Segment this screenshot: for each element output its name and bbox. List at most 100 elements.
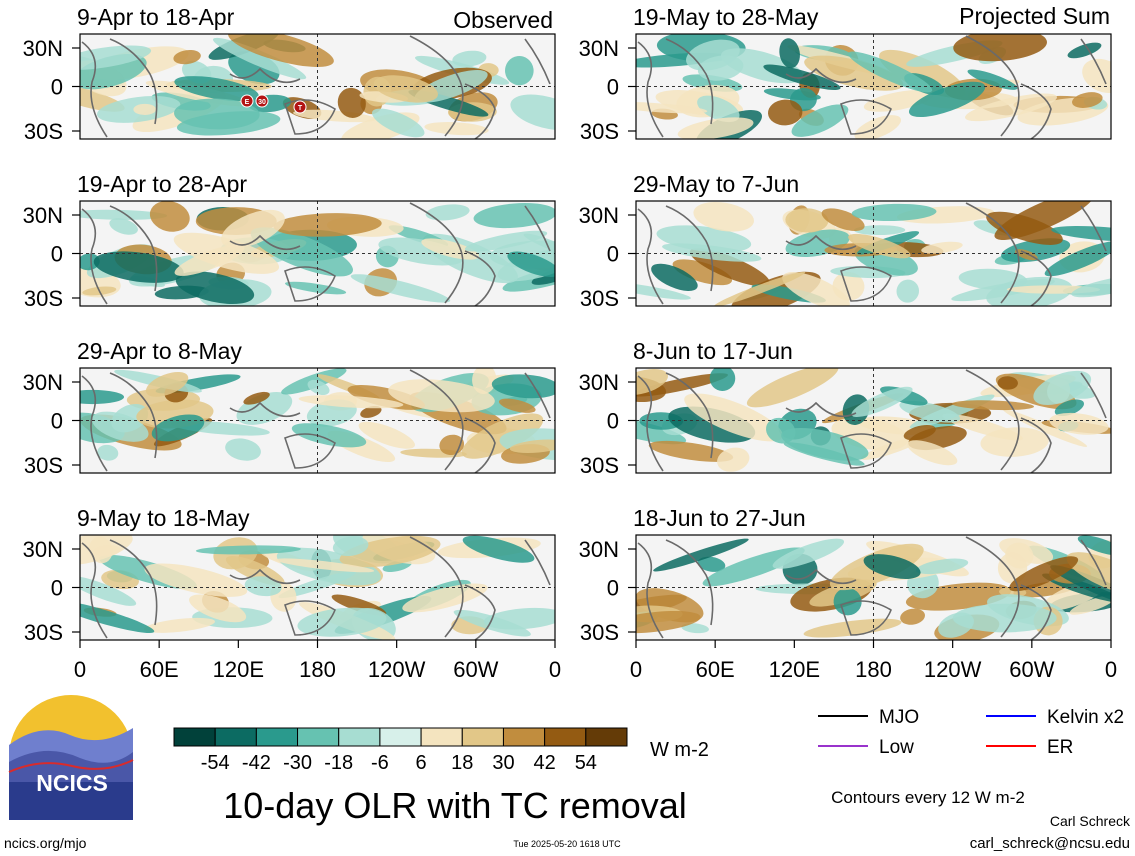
- contour-note: Contours every 12 W m-2: [831, 788, 1025, 807]
- coastline: [109, 372, 158, 459]
- coastline: [109, 38, 158, 125]
- olr-anomaly: [133, 103, 157, 115]
- y-tick-label: 30S: [580, 286, 619, 311]
- olr-anomaly: [907, 440, 958, 466]
- panel-period-label: 9-Apr to 18-Apr: [77, 4, 235, 30]
- colorbar-label: -42: [242, 752, 271, 774]
- coastline: [409, 369, 464, 471]
- panel-period-label: 19-May to 28-May: [633, 4, 819, 30]
- olr-anomaly: [298, 395, 404, 409]
- coastline: [965, 536, 1020, 638]
- svg-text:ER: ER: [1047, 737, 1073, 758]
- colorbar-swatch: [461, 727, 504, 747]
- colorbar-label: 54: [575, 752, 597, 774]
- olr-anomaly: [80, 575, 137, 606]
- coastline: [1080, 38, 1107, 85]
- olr-anomaly: [851, 386, 913, 418]
- olr-anomaly: [896, 279, 920, 303]
- olr-anomaly: [421, 238, 480, 260]
- olr-anomaly: [221, 209, 285, 248]
- units-label: W m-2: [650, 739, 709, 761]
- y-tick-label: 0: [607, 576, 619, 601]
- olr-anomaly: [821, 208, 865, 231]
- colorbar-swatch: [214, 727, 257, 747]
- olr-anomaly: [1082, 58, 1111, 93]
- olr-anomaly: [243, 391, 270, 405]
- colorbar-swatch: [544, 727, 587, 747]
- svg-text:T: T: [298, 105, 303, 112]
- olr-anomaly: [337, 87, 366, 118]
- coastline: [965, 202, 1020, 304]
- olr-anomaly: [452, 50, 487, 67]
- map-panel: 18-Jun to 27-Jun 30N 0 30S: [579, 505, 1112, 645]
- colorbar-label: 6: [416, 752, 427, 774]
- panel-period-label: 29-Apr to 8-May: [77, 338, 242, 364]
- coastline: [284, 433, 336, 469]
- olr-anomaly: [1066, 552, 1111, 596]
- olr-anomaly: [951, 279, 1055, 302]
- coastline: [284, 266, 336, 302]
- colorbar-label: -6: [371, 752, 389, 774]
- olr-anomaly: [900, 608, 926, 625]
- coastline: [109, 205, 158, 292]
- olr-anomaly: [636, 418, 687, 445]
- coastline: [840, 600, 892, 636]
- x-tick-label: 60W: [453, 657, 498, 682]
- olr-anomaly: [1049, 412, 1109, 435]
- olr-anomaly: [785, 208, 829, 233]
- olr-anomaly: [93, 251, 184, 283]
- figure-title: 10-day OLR with TC removal: [223, 785, 687, 826]
- olr-anomaly: [109, 218, 138, 235]
- olr-anomaly: [174, 98, 260, 130]
- olr-anomaly: [672, 259, 733, 286]
- coastline: [637, 208, 664, 305]
- olr-anomaly: [273, 213, 382, 237]
- olr-anomaly: [1072, 92, 1103, 108]
- tc-marker: E: [240, 94, 254, 108]
- x-tick-label: 120E: [213, 657, 264, 682]
- olr-anomaly: [388, 379, 495, 413]
- coastline: [840, 266, 892, 302]
- olr-anomaly: [373, 75, 439, 103]
- coastline: [1020, 83, 1052, 139]
- ncics-logo: NCICS: [8, 695, 134, 820]
- colorbar: -54 -42 -30 -18 -6 6 18 30 42 54: [173, 727, 628, 774]
- colorbar-swatch: [338, 727, 381, 747]
- colorbar-label: 30: [492, 752, 514, 774]
- map-panels: 9-Apr to 18-Apr 30N 0 30S E 30 T 19-Apr to 28-A…: [23, 4, 1112, 645]
- y-tick-label: 30N: [579, 203, 619, 228]
- olr-anomaly: [636, 101, 708, 114]
- website-link[interactable]: ncics.org/mjo: [4, 835, 87, 851]
- coastline: [524, 539, 551, 586]
- olr-anomaly: [1077, 535, 1111, 556]
- y-tick-label: 30N: [23, 537, 63, 562]
- olr-anomaly: [291, 423, 367, 448]
- olr-anomaly: [507, 251, 555, 277]
- olr-anomaly: [851, 203, 937, 222]
- olr-anomaly: [782, 272, 850, 306]
- olr-anomaly: [833, 587, 862, 616]
- coastline: [284, 99, 336, 135]
- olr-anomaly: [244, 576, 282, 597]
- legend: MJO Kelvin x2 Low ER: [818, 707, 1124, 758]
- coastline: [524, 372, 551, 419]
- olr-anomaly: [997, 376, 1018, 390]
- olr-anomaly: [863, 554, 921, 579]
- olr-anomaly: [462, 535, 535, 563]
- coastline: [81, 542, 108, 639]
- colorbar-swatch: [379, 727, 422, 747]
- map-panel: 19-May to 28-May 30N 0 30S: [579, 4, 1112, 144]
- coastline: [637, 41, 664, 138]
- olr-anomaly: [980, 427, 1049, 457]
- colorbar-swatch: [297, 727, 340, 747]
- olr-anomaly: [651, 263, 698, 291]
- colorbar-swatch: [502, 727, 546, 747]
- olr-anomaly: [1067, 42, 1102, 59]
- coastline: [229, 234, 301, 251]
- olr-anomaly: [879, 49, 966, 98]
- coastline: [229, 67, 301, 84]
- y-tick-label: 0: [51, 409, 63, 434]
- olr-anomaly: [1044, 241, 1111, 277]
- olr-anomaly: [80, 389, 125, 405]
- coastline: [785, 568, 857, 585]
